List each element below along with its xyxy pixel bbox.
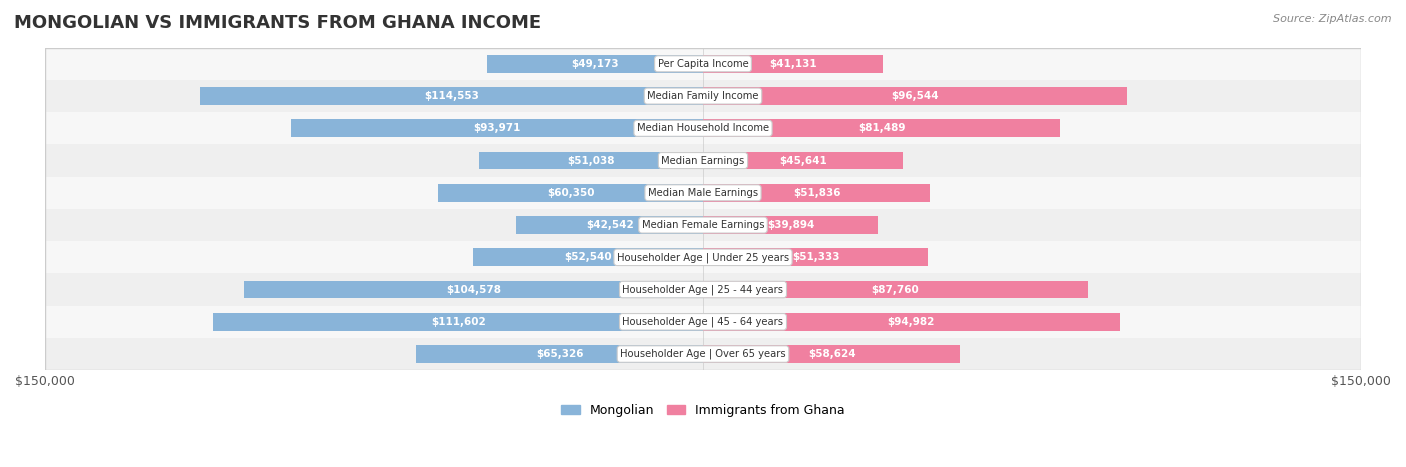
Bar — [416, 345, 703, 363]
Text: $51,038: $51,038 — [567, 156, 614, 166]
Text: $65,326: $65,326 — [536, 349, 583, 359]
Text: $81,489: $81,489 — [858, 123, 905, 133]
Text: $96,544: $96,544 — [891, 91, 939, 101]
Bar — [703, 216, 877, 234]
Text: $49,173: $49,173 — [571, 59, 619, 69]
Legend: Mongolian, Immigrants from Ghana: Mongolian, Immigrants from Ghana — [555, 399, 851, 422]
Text: $60,350: $60,350 — [547, 188, 595, 198]
Bar — [45, 274, 1361, 306]
Bar — [45, 80, 1361, 112]
Text: $94,982: $94,982 — [887, 317, 935, 327]
Bar — [214, 313, 703, 331]
Bar — [703, 55, 883, 73]
Bar — [439, 184, 703, 202]
Bar — [45, 144, 1361, 177]
Bar — [703, 120, 1060, 137]
Text: $58,624: $58,624 — [808, 349, 855, 359]
Text: $51,333: $51,333 — [792, 252, 839, 262]
Bar — [45, 177, 1361, 209]
Text: $51,836: $51,836 — [793, 188, 841, 198]
Text: $87,760: $87,760 — [872, 284, 920, 295]
Bar — [703, 248, 928, 266]
Bar — [45, 306, 1361, 338]
Bar — [703, 184, 931, 202]
Text: $41,131: $41,131 — [769, 59, 817, 69]
Text: $111,602: $111,602 — [430, 317, 485, 327]
Text: Householder Age | Over 65 years: Householder Age | Over 65 years — [620, 349, 786, 359]
Text: Median Family Income: Median Family Income — [647, 91, 759, 101]
Bar — [516, 216, 703, 234]
Text: $93,971: $93,971 — [474, 123, 520, 133]
Bar — [45, 48, 1361, 80]
Text: Median Female Earnings: Median Female Earnings — [641, 220, 765, 230]
Text: $52,540: $52,540 — [564, 252, 612, 262]
Text: $114,553: $114,553 — [425, 91, 479, 101]
Bar — [245, 281, 703, 298]
Text: MONGOLIAN VS IMMIGRANTS FROM GHANA INCOME: MONGOLIAN VS IMMIGRANTS FROM GHANA INCOM… — [14, 14, 541, 32]
Text: $104,578: $104,578 — [446, 284, 501, 295]
Bar — [472, 248, 703, 266]
Text: Median Male Earnings: Median Male Earnings — [648, 188, 758, 198]
Bar — [703, 281, 1088, 298]
Text: Householder Age | Under 25 years: Householder Age | Under 25 years — [617, 252, 789, 262]
Text: Householder Age | 45 - 64 years: Householder Age | 45 - 64 years — [623, 317, 783, 327]
Bar — [201, 87, 703, 105]
Bar — [45, 209, 1361, 241]
Bar — [703, 152, 903, 170]
Text: Householder Age | 25 - 44 years: Householder Age | 25 - 44 years — [623, 284, 783, 295]
Bar — [45, 338, 1361, 370]
Bar — [479, 152, 703, 170]
Bar — [703, 87, 1126, 105]
Text: $39,894: $39,894 — [766, 220, 814, 230]
Text: Source: ZipAtlas.com: Source: ZipAtlas.com — [1274, 14, 1392, 24]
Bar — [703, 313, 1119, 331]
Text: $45,641: $45,641 — [779, 156, 827, 166]
Bar — [291, 120, 703, 137]
Text: Per Capita Income: Per Capita Income — [658, 59, 748, 69]
Text: Median Earnings: Median Earnings — [661, 156, 745, 166]
Bar — [703, 345, 960, 363]
Bar — [45, 112, 1361, 144]
Text: Median Household Income: Median Household Income — [637, 123, 769, 133]
Bar — [488, 55, 703, 73]
Bar — [45, 241, 1361, 274]
Text: $42,542: $42,542 — [586, 220, 634, 230]
